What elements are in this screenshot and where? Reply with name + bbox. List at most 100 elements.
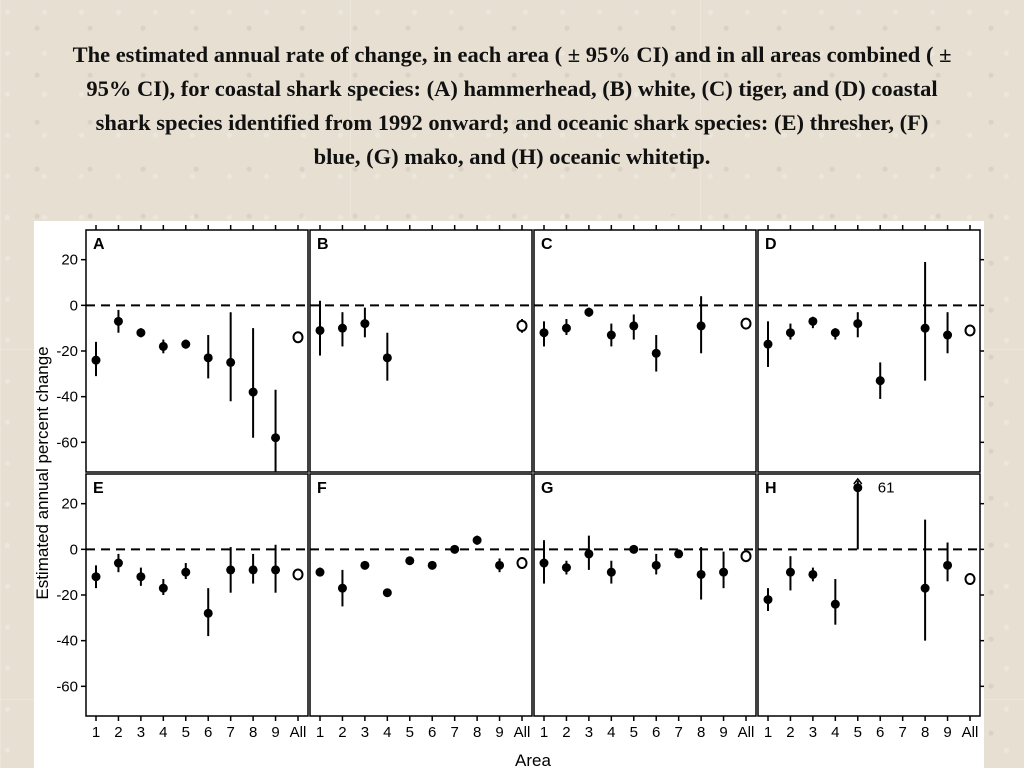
estimate-point <box>91 355 101 365</box>
estimate-point <box>181 339 191 349</box>
estimate-point <box>943 560 953 570</box>
combined-estimate-point <box>292 331 304 344</box>
y-tick-label: 20 <box>61 496 78 513</box>
estimate-point <box>853 483 863 493</box>
x-tick-label: 9 <box>495 724 503 741</box>
panel-frame-d <box>757 229 981 473</box>
estimate-point <box>427 560 437 570</box>
estimate-point <box>584 549 594 559</box>
x-tick-label: 8 <box>473 724 481 741</box>
estimate-point <box>203 608 213 618</box>
estimate-point <box>315 325 325 335</box>
estimate-point <box>651 348 661 358</box>
x-tick-label: 8 <box>921 724 929 741</box>
y-tick-label: -40 <box>56 389 78 406</box>
estimate-point <box>360 560 370 570</box>
panel-frame-c <box>533 229 757 473</box>
estimate-point <box>785 328 795 338</box>
estimate-point <box>136 572 146 582</box>
y-tick-label: 20 <box>61 252 78 269</box>
x-tick-label: 8 <box>697 724 705 741</box>
estimate-point <box>226 357 236 367</box>
estimate-point <box>113 316 123 326</box>
estimate-point <box>226 565 236 575</box>
offscale-arrow <box>853 477 863 485</box>
estimate-point <box>830 599 840 609</box>
x-tick-label: All <box>738 724 755 741</box>
estimate-point <box>539 558 549 568</box>
x-tick-label: 8 <box>249 724 257 741</box>
offscale-value-label: 61 <box>878 480 895 497</box>
estimate-point <box>629 321 639 331</box>
estimate-point <box>674 549 684 559</box>
x-tick-label: 3 <box>809 724 817 741</box>
x-tick-label: 1 <box>316 724 324 741</box>
estimate-point <box>248 387 258 397</box>
y-tick-label: 0 <box>70 541 78 558</box>
x-tick-label: 6 <box>428 724 436 741</box>
estimate-point <box>943 330 953 340</box>
x-tick-label: All <box>290 724 307 741</box>
x-tick-label: 2 <box>114 724 122 741</box>
x-tick-label: 5 <box>182 724 190 741</box>
x-tick-label: 1 <box>92 724 100 741</box>
panel-frame-h <box>757 473 981 717</box>
estimate-point <box>472 535 482 545</box>
panel-label-b: B <box>317 236 329 253</box>
panel-label-c: C <box>541 236 553 253</box>
combined-estimate-point <box>516 319 528 332</box>
estimate-point <box>360 319 370 329</box>
combined-estimate-point <box>740 317 752 330</box>
x-tick-label: All <box>514 724 531 741</box>
estimate-point <box>651 560 661 570</box>
y-tick-label: -60 <box>56 434 78 451</box>
estimate-point <box>91 572 101 582</box>
x-tick-label: 6 <box>204 724 212 741</box>
combined-estimate-point <box>964 324 976 337</box>
estimate-point <box>920 323 930 333</box>
x-tick-label: 9 <box>943 724 951 741</box>
x-tick-label: 7 <box>898 724 906 741</box>
panel-frame-f <box>309 473 533 717</box>
estimate-point <box>382 353 392 363</box>
x-tick-label: 7 <box>674 724 682 741</box>
estimate-point <box>719 567 729 577</box>
estimate-point <box>584 307 594 317</box>
x-tick-label: 1 <box>540 724 548 741</box>
x-tick-label: 1 <box>764 724 772 741</box>
panel-frame-e <box>85 473 309 717</box>
x-tick-label: 9 <box>719 724 727 741</box>
x-tick-label: 4 <box>607 724 615 741</box>
panel-frame-a <box>85 229 309 473</box>
x-tick-label: 3 <box>585 724 593 741</box>
panel-label-g: G <box>541 480 553 497</box>
x-tick-label: 6 <box>876 724 884 741</box>
x-tick-label: All <box>962 724 979 741</box>
panel-label-d: D <box>765 236 777 253</box>
y-tick-label: -60 <box>56 678 78 695</box>
estimate-point <box>539 328 549 338</box>
estimate-point <box>808 316 818 326</box>
estimate-point <box>696 569 706 579</box>
x-tick-label: 7 <box>450 724 458 741</box>
estimate-point <box>875 376 885 386</box>
panel-label-e: E <box>93 480 104 497</box>
panel-label-f: F <box>317 480 327 497</box>
estimate-point <box>248 565 258 575</box>
estimate-point <box>696 321 706 331</box>
panel-frame-b <box>309 229 533 473</box>
estimate-point <box>763 339 773 349</box>
x-tick-label: 4 <box>159 724 167 741</box>
estimate-point <box>181 567 191 577</box>
y-axis-title: Estimated annual percent change <box>34 346 52 599</box>
estimate-point <box>561 323 571 333</box>
estimate-point <box>920 583 930 593</box>
estimate-point <box>606 330 616 340</box>
estimate-point <box>495 560 505 570</box>
x-tick-label: 2 <box>562 724 570 741</box>
combined-estimate-point <box>964 573 976 586</box>
x-tick-label: 4 <box>831 724 839 741</box>
x-tick-label: 2 <box>338 724 346 741</box>
x-axis-title: Area <box>515 751 551 768</box>
